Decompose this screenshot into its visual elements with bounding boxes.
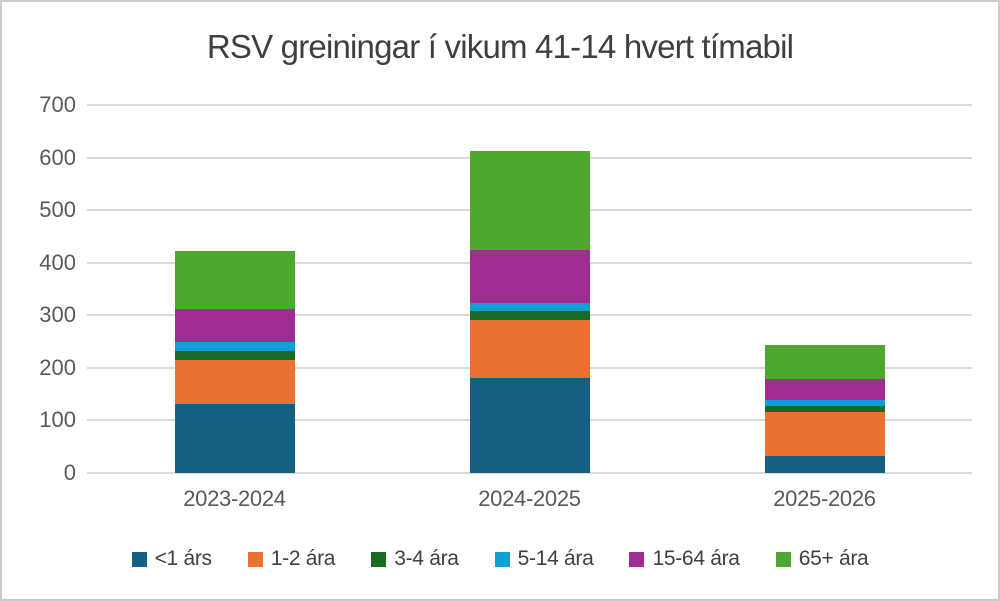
y-tick-label-400: 400 [39, 249, 76, 275]
bar-segment-2025-2026-5-14 ára [764, 400, 885, 407]
bar-segment-2025-2026-<1 árs [764, 456, 885, 473]
y-tick-label-100: 100 [39, 407, 76, 433]
bar-segment-2023-2024-5-14 ára [174, 342, 295, 352]
bar-segment-2024-2025-5-14 ára [469, 302, 590, 311]
legend-swatch-icon [629, 551, 645, 567]
x-tick-label-2023-2024: 2023-2024 [183, 486, 286, 511]
legend-label: <1 árs [154, 547, 212, 570]
x-tick-label-2024-2025: 2024-2025 [478, 486, 581, 511]
legend-swatch-icon [131, 551, 147, 567]
y-tick-label-0: 0 [63, 460, 76, 485]
bar-segment-2024-2025-15-64 ára [469, 249, 590, 303]
plot-area [87, 104, 972, 474]
y-tick-label-500: 500 [39, 197, 76, 223]
bar-segment-2023-2024-3-4 ára [174, 351, 295, 360]
chart-title: RSV greiningar í vikum 41-14 hvert tímab… [206, 28, 794, 65]
bar-segment-2023-2024-<1 árs [174, 403, 295, 473]
legend-label: 5-14 ára [517, 547, 594, 570]
gridline-y-700 [87, 104, 972, 106]
legend-item-<1 árs: <1 árs [131, 547, 212, 571]
bar-segment-2023-2024-65+ ára [174, 251, 295, 309]
legend-swatch-icon [247, 551, 263, 567]
legend-label: 65+ ára [798, 547, 869, 570]
y-tick-label-700: 700 [39, 92, 76, 117]
legend-item-65+ ára: 65+ ára [775, 547, 869, 571]
y-tick-label-200: 200 [39, 354, 76, 380]
legend: <1 árs 1-2 ára 3-4 ára 5-14 ára 15-64 ára 65+… [2, 547, 998, 571]
legend-item-5-14 ára: 5-14 ára [494, 547, 594, 571]
y-tick-label-600: 600 [39, 144, 76, 170]
legend-item-1-2 ára: 1-2 ára [247, 547, 336, 571]
bar-segment-2025-2026-3-4 ára [764, 406, 885, 412]
bar-segment-2025-2026-65+ ára [764, 344, 885, 380]
legend-swatch-icon [775, 551, 791, 567]
legend-label: 3-4 ára [394, 547, 459, 570]
legend-swatch-icon [494, 551, 510, 567]
bar-segment-2025-2026-1-2 ára [764, 411, 885, 457]
bar-segment-2024-2025-65+ ára [469, 151, 590, 250]
gridline-y-0 [87, 472, 972, 474]
legend-item-15-64 ára: 15-64 ára [629, 547, 740, 571]
bar-segment-2023-2024-1-2 ára [174, 359, 295, 404]
bar-segment-2024-2025-<1 árs [469, 378, 590, 473]
bar-segment-2024-2025-1-2 ára [469, 320, 590, 379]
y-tick-label-300: 300 [39, 302, 76, 328]
bar-segment-2023-2024-15-64 ára [174, 309, 295, 343]
legend-swatch-icon [371, 551, 387, 567]
bar-segment-2025-2026-15-64 ára [764, 379, 885, 401]
legend-label: 15-64 ára [652, 547, 740, 570]
x-tick-label-2025-2026: 2025-2026 [773, 486, 876, 511]
bar-segment-2024-2025-3-4 ára [469, 310, 590, 321]
legend-label: 1-2 ára [270, 547, 336, 570]
legend-item-3-4 ára: 3-4 ára [371, 547, 459, 571]
